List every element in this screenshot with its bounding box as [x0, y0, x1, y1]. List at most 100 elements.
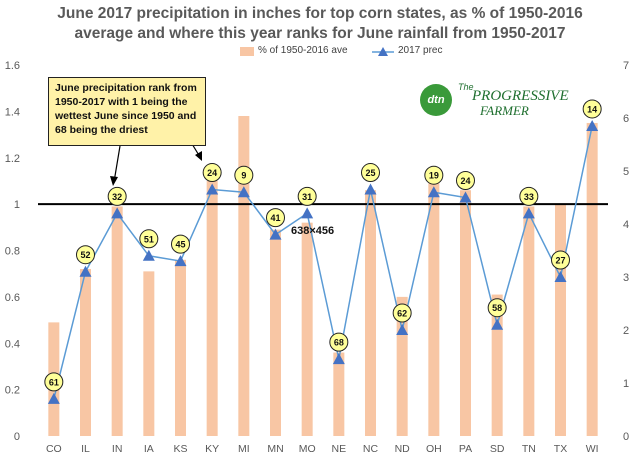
x-tick-label-NE: NE [332, 443, 347, 455]
bar-SD [491, 294, 503, 436]
rank-label-NE: 68 [334, 338, 344, 348]
rank-label-CO: 61 [49, 377, 59, 387]
rank-bubble-MI [234, 165, 254, 185]
rank-bubble-MO [297, 186, 317, 206]
marker-MN [269, 228, 282, 240]
legend-swatches [240, 47, 394, 56]
bar-IL [80, 269, 91, 436]
left-tick-label: 1 [14, 199, 20, 211]
rank-callout-box: June precipitation rank from 1950-2017 w… [48, 77, 206, 146]
marker-WI [586, 119, 599, 131]
bar-IA [143, 271, 155, 436]
marker-KY [206, 183, 219, 195]
bar-NE [333, 352, 345, 436]
marker-TX [554, 271, 567, 282]
left-tick-label: 1.2 [5, 153, 20, 165]
rank-label-SD: 58 [492, 303, 502, 313]
rank-label-KY: 24 [207, 168, 217, 178]
bar-TX [555, 204, 566, 436]
chart-title-line1: June 2017 precipitation in inches for to… [57, 5, 583, 22]
bar-KY [206, 180, 218, 436]
rank-label-PA: 24 [460, 176, 470, 186]
x-tick-label-CO: CO [46, 443, 62, 455]
legend-bar-label: % of 1950-2016 ave [258, 45, 348, 56]
rank-bubble-KS [171, 234, 190, 254]
right-tick-label: 5 [623, 166, 629, 178]
rank-label-IA: 51 [144, 234, 154, 244]
marker-PA [459, 191, 472, 203]
bar-PA [460, 190, 471, 436]
rank-bubble-TX [551, 250, 570, 270]
bar-KS [175, 259, 186, 436]
rank-label-WI: 14 [587, 104, 597, 114]
rank-label-ND: 62 [397, 309, 407, 319]
rank-label-MI: 9 [241, 171, 246, 181]
bar-MI [238, 116, 250, 436]
legend-line-marker [378, 47, 388, 56]
rank-label-MO: 31 [302, 192, 312, 202]
logo-progressive-text: PROGRESSIVE [472, 88, 569, 104]
marker-OH [427, 186, 440, 198]
left-tick-label: 1.4 [5, 106, 20, 118]
x-tick-label-SD: SD [490, 443, 505, 455]
marker-MO [301, 207, 314, 219]
rank-bubble-SD [487, 298, 507, 318]
x-axis-ticks: CO IL IN IA KS KY MI MN MO NE NC ND OH PA SD TN TX WI [46, 443, 599, 455]
marker-CO [47, 392, 60, 404]
progressive-farmer-logo: dtn The PROGRESSIVE FARMER [420, 82, 575, 120]
marker-NC [364, 183, 377, 195]
left-tick-label: 1.6 [5, 60, 20, 72]
left-tick-label: 0.4 [5, 338, 20, 350]
bar-ND [396, 296, 408, 436]
marker-IN [111, 207, 124, 219]
rank-label-IL: 52 [80, 250, 90, 260]
rank-bubble-TN [519, 186, 539, 206]
right-tick-label: 4 [623, 219, 629, 231]
rank-bubble-KY [202, 163, 222, 183]
marker-ND [396, 324, 409, 335]
right-tick-label: 2 [623, 325, 629, 337]
rank-bubble-CO [44, 372, 64, 392]
logo-farmer-text: FARMER [480, 103, 529, 118]
bar-TN [523, 206, 535, 436]
x-tick-label-OH: OH [426, 443, 442, 455]
marker-KS [174, 255, 187, 267]
bar-series [48, 116, 598, 436]
right-tick-label: 6 [623, 113, 629, 125]
right-tick-label: 1 [623, 378, 629, 390]
left-axis-ticks: 0 0.2 0.4 0.6 0.8 1 1.2 1.4 1.6 [5, 60, 20, 443]
rank-bubble-IA [139, 229, 159, 249]
rank-bubble-OH [424, 165, 444, 185]
x-tick-label-NC: NC [363, 443, 379, 455]
rank-label-TX: 27 [555, 256, 565, 266]
rank-bubble-IL [76, 245, 95, 265]
x-tick-label-IN: IN [112, 443, 123, 455]
logo-the-text: The [458, 82, 474, 92]
x-tick-label-WI: WI [586, 443, 599, 455]
rank-label-IN: 32 [112, 192, 122, 202]
left-tick-label: 0.6 [5, 292, 20, 304]
x-tick-label-KS: KS [173, 443, 187, 455]
bar-NC [365, 190, 376, 436]
right-tick-label: 7 [623, 60, 629, 72]
bar-OH [428, 183, 440, 436]
callout-arrow-IN [113, 145, 121, 183]
rank-bubble-WI [582, 99, 602, 119]
rank-bubble-PA [456, 171, 475, 190]
rank-bubble-NC [361, 163, 380, 183]
rank-label-OH: 19 [429, 171, 439, 181]
left-tick-label: 0.8 [5, 246, 20, 258]
bar-MN [270, 229, 281, 436]
x-tick-label-MO: MO [299, 443, 316, 455]
right-tick-label: 3 [623, 272, 629, 284]
left-tick-label: 0 [14, 431, 20, 443]
rank-bubble-MN [266, 208, 285, 228]
marker-SD [491, 318, 504, 330]
x-tick-label-PA: PA [459, 443, 472, 455]
rank-labels: 61 52 32 51 45 24 9 41 31 68 25 62 19 24 58 33 27 14 [44, 99, 602, 392]
marker-IA [142, 249, 155, 261]
callout-arrowhead-IN [110, 176, 118, 186]
rank-label-MN: 41 [270, 213, 280, 223]
x-tick-label-KY: KY [205, 443, 219, 455]
